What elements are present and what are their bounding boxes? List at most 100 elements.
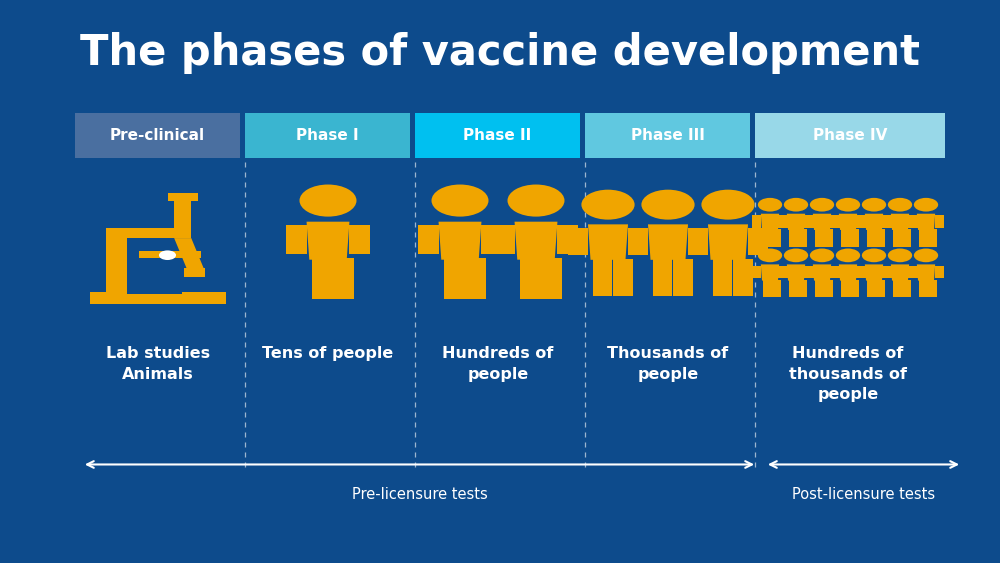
Bar <box>653 258 672 297</box>
Text: Phase IV: Phase IV <box>813 128 887 142</box>
Bar <box>349 225 370 254</box>
Bar <box>928 280 937 297</box>
Circle shape <box>641 190 695 220</box>
Bar <box>106 229 189 238</box>
Bar <box>824 229 833 247</box>
Bar <box>673 258 693 297</box>
Bar <box>856 215 865 227</box>
Bar <box>882 266 891 278</box>
Bar <box>174 198 191 238</box>
Bar <box>893 280 902 297</box>
Polygon shape <box>307 222 349 260</box>
Polygon shape <box>174 238 204 268</box>
Bar <box>789 280 798 297</box>
Polygon shape <box>839 265 857 280</box>
Bar <box>919 229 928 247</box>
Bar <box>415 113 580 158</box>
Bar <box>333 258 354 299</box>
Bar <box>585 113 750 158</box>
Bar <box>779 215 788 227</box>
Bar <box>805 266 814 278</box>
Bar <box>831 266 840 278</box>
Bar <box>184 267 205 277</box>
Bar <box>850 280 859 297</box>
Bar <box>286 225 307 254</box>
Bar <box>541 258 562 299</box>
Bar <box>772 229 781 247</box>
Bar <box>935 266 944 278</box>
Circle shape <box>888 248 912 262</box>
Bar <box>557 225 578 254</box>
Bar <box>593 258 612 297</box>
Bar <box>444 258 465 299</box>
Circle shape <box>701 190 755 220</box>
Bar <box>763 229 772 247</box>
Bar <box>909 266 918 278</box>
Polygon shape <box>891 265 909 280</box>
Text: Hundreds of
thousands of
people: Hundreds of thousands of people <box>789 346 907 402</box>
Circle shape <box>836 248 860 262</box>
Bar <box>902 229 911 247</box>
Polygon shape <box>787 214 805 230</box>
Polygon shape <box>917 214 935 230</box>
Bar <box>831 215 840 227</box>
Bar <box>798 280 807 297</box>
Bar <box>876 229 885 247</box>
Circle shape <box>862 248 886 262</box>
Bar <box>928 229 937 247</box>
Circle shape <box>159 251 176 260</box>
Polygon shape <box>588 224 628 260</box>
Circle shape <box>862 198 886 212</box>
Bar <box>465 258 486 299</box>
Bar <box>857 266 866 278</box>
Bar <box>75 113 240 158</box>
Polygon shape <box>865 265 883 280</box>
Circle shape <box>888 198 912 212</box>
Bar <box>494 225 515 254</box>
Bar <box>882 215 891 227</box>
Circle shape <box>810 248 834 262</box>
Bar <box>909 215 918 227</box>
Bar <box>772 280 781 297</box>
Bar <box>628 228 648 254</box>
Bar <box>883 266 892 278</box>
Bar <box>778 215 787 227</box>
Bar <box>830 215 839 227</box>
Polygon shape <box>761 265 779 280</box>
Polygon shape <box>917 265 935 280</box>
Bar <box>935 215 944 227</box>
Bar <box>893 229 902 247</box>
Bar <box>908 215 917 227</box>
Circle shape <box>836 198 860 212</box>
Polygon shape <box>439 222 481 260</box>
Polygon shape <box>515 222 557 260</box>
Bar <box>418 225 439 254</box>
Text: Thousands of
people: Thousands of people <box>607 346 729 382</box>
Bar <box>798 229 807 247</box>
Bar <box>139 252 201 258</box>
Bar <box>312 258 333 299</box>
Bar <box>520 258 541 299</box>
Circle shape <box>784 198 808 212</box>
Text: Lab studies
Animals: Lab studies Animals <box>106 346 210 382</box>
Bar <box>613 258 633 297</box>
Bar <box>876 280 885 297</box>
Circle shape <box>914 198 938 212</box>
Text: Pre-licensure tests: Pre-licensure tests <box>352 487 487 502</box>
Polygon shape <box>787 265 805 280</box>
Bar <box>90 292 120 304</box>
Bar <box>867 280 876 297</box>
Polygon shape <box>648 224 688 260</box>
Circle shape <box>784 248 808 262</box>
Bar <box>789 229 798 247</box>
Circle shape <box>810 198 834 212</box>
Polygon shape <box>865 214 883 230</box>
Bar <box>804 215 813 227</box>
Bar <box>628 228 648 254</box>
Bar <box>830 266 839 278</box>
Text: Phase I: Phase I <box>296 128 359 142</box>
Bar <box>908 266 917 278</box>
Bar <box>245 113 410 158</box>
Bar <box>748 228 768 254</box>
Circle shape <box>758 198 782 212</box>
